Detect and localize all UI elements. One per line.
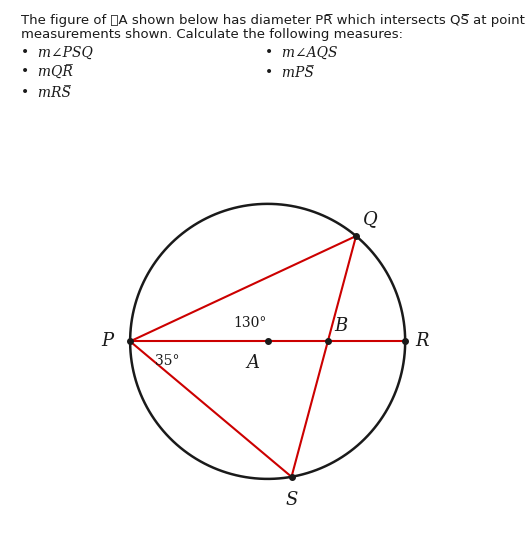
- Text: 130°: 130°: [233, 317, 267, 331]
- Text: measurements shown. Calculate the following measures:: measurements shown. Calculate the follow…: [21, 28, 403, 41]
- Text: B: B: [335, 317, 348, 334]
- Text: S: S: [285, 491, 298, 508]
- Text: The figure of ⒶA shown below has diameter PR̅ which intersects QS̅ at point B an: The figure of ⒶA shown below has diamete…: [21, 14, 530, 27]
- Text: •  mQR̅: • mQR̅: [21, 66, 73, 80]
- Text: Q: Q: [363, 210, 378, 228]
- Text: •  m∠AQS: • m∠AQS: [265, 46, 338, 60]
- Text: •  m∠PSQ: • m∠PSQ: [21, 46, 93, 60]
- Text: P: P: [102, 332, 113, 350]
- Text: 35°: 35°: [155, 353, 179, 367]
- Text: •  mRS̅: • mRS̅: [21, 86, 71, 100]
- Text: •  mPS̅: • mPS̅: [265, 66, 314, 80]
- Text: R: R: [415, 332, 428, 350]
- Text: A: A: [246, 354, 259, 372]
